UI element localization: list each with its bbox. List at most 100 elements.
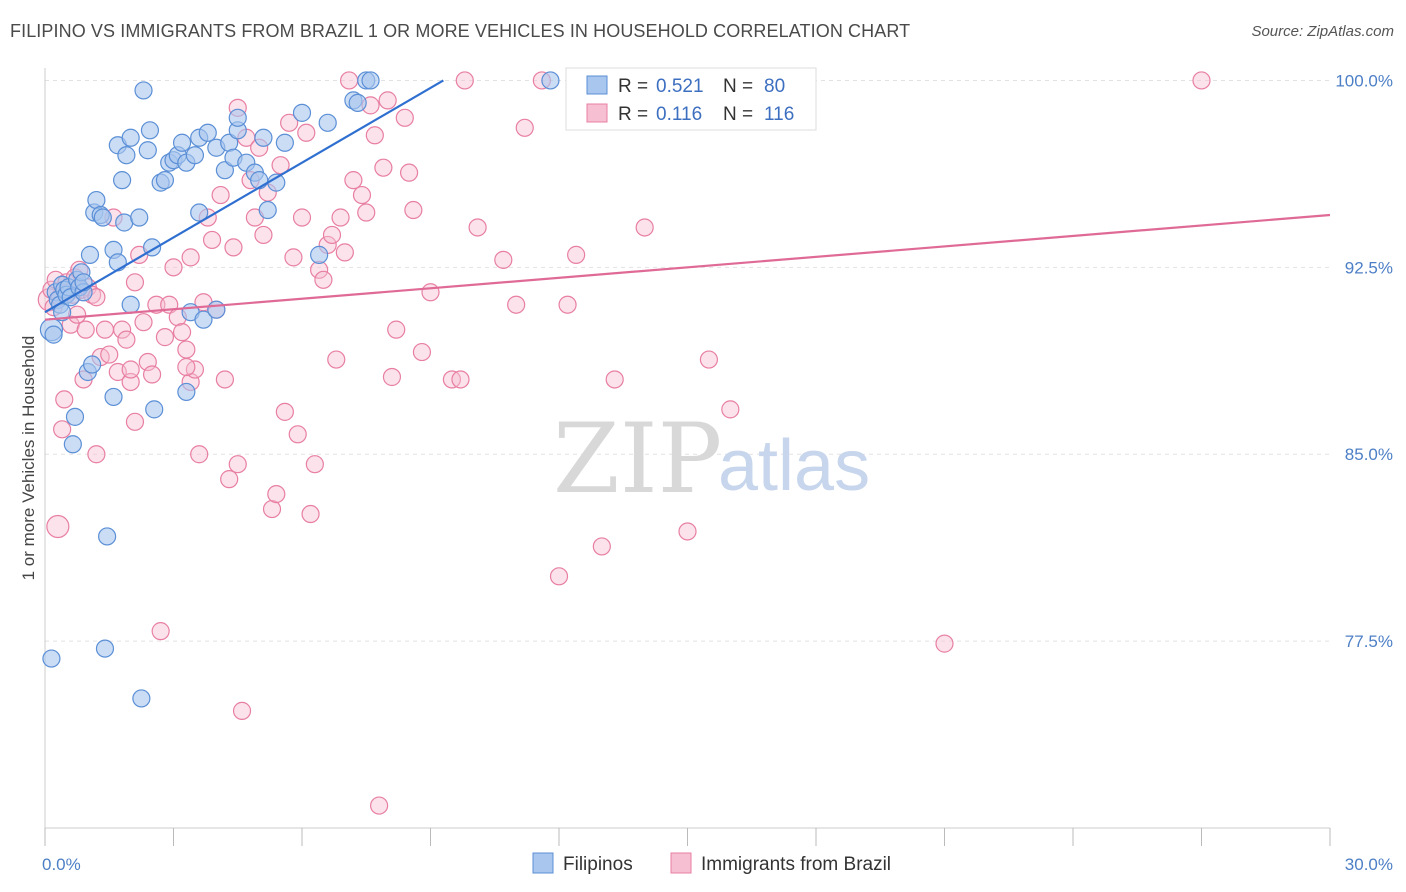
filipinos-point — [228, 108, 247, 127]
filipinos-point — [361, 71, 380, 90]
brazil-point — [935, 634, 954, 653]
brazil-point — [327, 350, 346, 369]
brazil-point — [112, 320, 132, 339]
brazil-point — [305, 455, 324, 474]
filipinos-point — [53, 303, 72, 322]
filipinos-point — [177, 382, 196, 402]
bottom-legend-label-filipinos: Filipinos — [563, 854, 633, 875]
brazil-point — [549, 567, 569, 586]
brazil-point — [284, 248, 303, 267]
filipinos-point — [121, 295, 140, 314]
filipinos-point — [190, 203, 209, 222]
series-filipinos — [39, 71, 560, 708]
brazil-point — [68, 305, 87, 324]
watermark-zip: ZIP — [553, 403, 722, 515]
brazil-point — [331, 208, 350, 227]
brazil-point — [721, 400, 740, 419]
filipinos-point — [275, 133, 294, 152]
brazil-point — [404, 200, 423, 220]
brazil-point — [271, 156, 290, 175]
filipinos-point — [63, 435, 82, 454]
y-tick-label: 92.5% — [1345, 258, 1393, 277]
filipinos-point — [132, 689, 151, 708]
filipinos-point — [541, 71, 560, 90]
brazil-point — [451, 370, 470, 389]
filipinos-point — [95, 639, 115, 658]
brazil-point — [567, 245, 586, 264]
watermark: ZIP atlas — [553, 403, 870, 515]
legend-r-value-filipinos: 0.521 — [656, 76, 704, 97]
brazil-point — [335, 243, 354, 262]
x-tick-label: 0.0% — [42, 855, 81, 874]
brazil-point — [100, 345, 119, 364]
y-axis-label: 1 or more Vehicles in Household — [19, 336, 38, 581]
chart-title: FILIPINO VS IMMIGRANTS FROM BRAZIL 1 OR … — [10, 21, 911, 41]
filipinos-point — [130, 208, 149, 227]
trend-line-brazil — [44, 213, 1331, 321]
legend-n-value-brazil: 116 — [764, 104, 794, 125]
brazil-point — [215, 370, 234, 389]
brazil-point — [95, 320, 115, 339]
filipinos-point — [98, 527, 117, 546]
brazil-point — [344, 171, 363, 190]
bottom-legend: Filipinos Immigrants from Brazil — [532, 852, 891, 875]
legend-n-label-brazil: N = — [723, 104, 753, 125]
brazil-point — [370, 796, 389, 815]
filipinos-point — [258, 200, 277, 220]
filipinos-point — [44, 325, 63, 344]
brazil-point — [678, 522, 697, 541]
brazil-point — [280, 113, 299, 132]
brazil-point — [228, 455, 247, 474]
brazil-point — [76, 320, 95, 339]
filipinos-point — [215, 161, 234, 180]
filipinos-point — [121, 128, 140, 147]
brazil-point — [515, 118, 534, 137]
brazil-point — [275, 402, 294, 421]
brazil-point — [352, 185, 372, 205]
brazil-point — [177, 340, 196, 359]
filipinos-point — [42, 649, 61, 668]
filipinos-point — [198, 123, 217, 142]
brazil-point — [421, 283, 440, 302]
trend-lines — [44, 79, 1331, 321]
brazil-point — [147, 295, 166, 314]
filipinos-point — [108, 253, 127, 272]
filipinos-point — [65, 407, 85, 426]
filipinos-point — [138, 141, 157, 160]
brazil-point — [455, 71, 474, 90]
brazil-point — [635, 218, 654, 237]
legend-swatch-brazil — [586, 103, 608, 123]
brazil-point — [374, 158, 393, 177]
filipinos-point — [250, 171, 269, 190]
brazil-point — [211, 185, 230, 205]
filipinos-point — [254, 128, 273, 147]
brazil-point — [181, 248, 200, 267]
brazil-point — [46, 514, 70, 539]
brazil-point — [224, 238, 243, 257]
legend-r-label-brazil: R = — [618, 104, 648, 125]
legend-n-label-filipinos: N = — [723, 76, 753, 97]
brazil-point — [605, 370, 624, 389]
brazil-point — [267, 484, 286, 504]
brazil-point — [357, 203, 376, 222]
brazil-point — [125, 412, 145, 431]
legend-n-value-filipinos: 80 — [764, 76, 785, 97]
bottom-legend-label-brazil: Immigrants from Brazil — [701, 854, 891, 875]
filipinos-point — [140, 121, 160, 140]
filipinos-point — [318, 113, 337, 132]
axes: 100.0% 92.5% 85.0% 77.5% 0.0% 30.0% — [42, 68, 1393, 874]
brazil-point — [382, 367, 402, 387]
brazil-point — [55, 390, 74, 409]
watermark-atlas: atlas — [718, 426, 870, 506]
top-legend-box — [565, 67, 817, 131]
brazil-point — [322, 225, 342, 245]
brazil-point — [292, 208, 312, 227]
brazil-point — [121, 372, 140, 392]
brazil-point — [190, 445, 209, 464]
filipinos-point — [207, 300, 226, 319]
filipinos-point — [185, 146, 205, 165]
brazil-point — [365, 126, 384, 145]
filipinos-point — [93, 208, 112, 227]
brazil-point — [699, 350, 719, 369]
